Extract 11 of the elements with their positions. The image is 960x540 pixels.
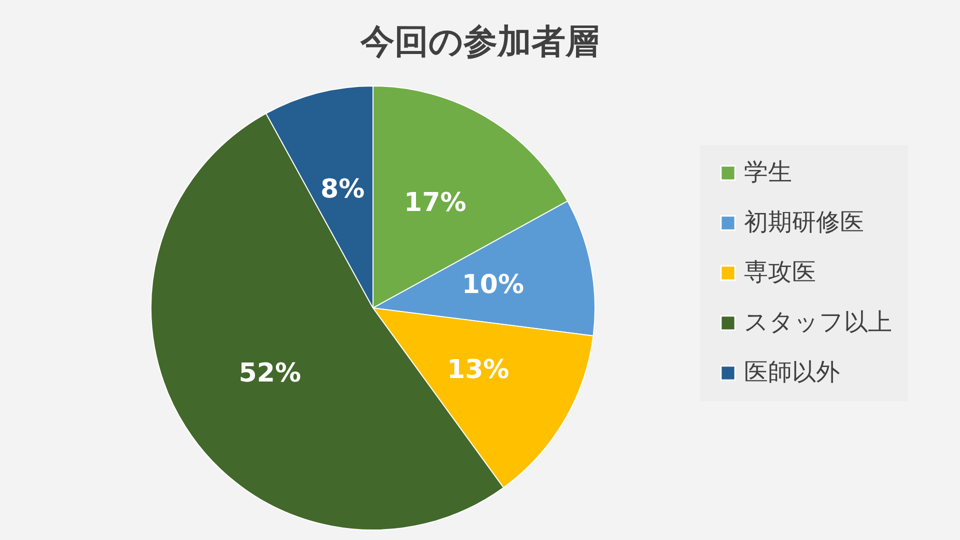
legend-label: 専攻医	[744, 258, 816, 286]
data-label: 8%	[320, 174, 365, 205]
data-label: 10%	[462, 270, 524, 300]
chart-title: 今回の参加者層	[360, 22, 600, 62]
legend-label: 医師以外	[744, 358, 840, 386]
data-label: 52%	[238, 358, 302, 388]
legend-label: 初期研修医	[744, 208, 864, 236]
data-label: 13%	[446, 355, 510, 386]
legend-label: 学生	[744, 158, 792, 186]
legend-label: スタッフ以上	[744, 308, 892, 336]
data-label: 17%	[404, 188, 466, 218]
